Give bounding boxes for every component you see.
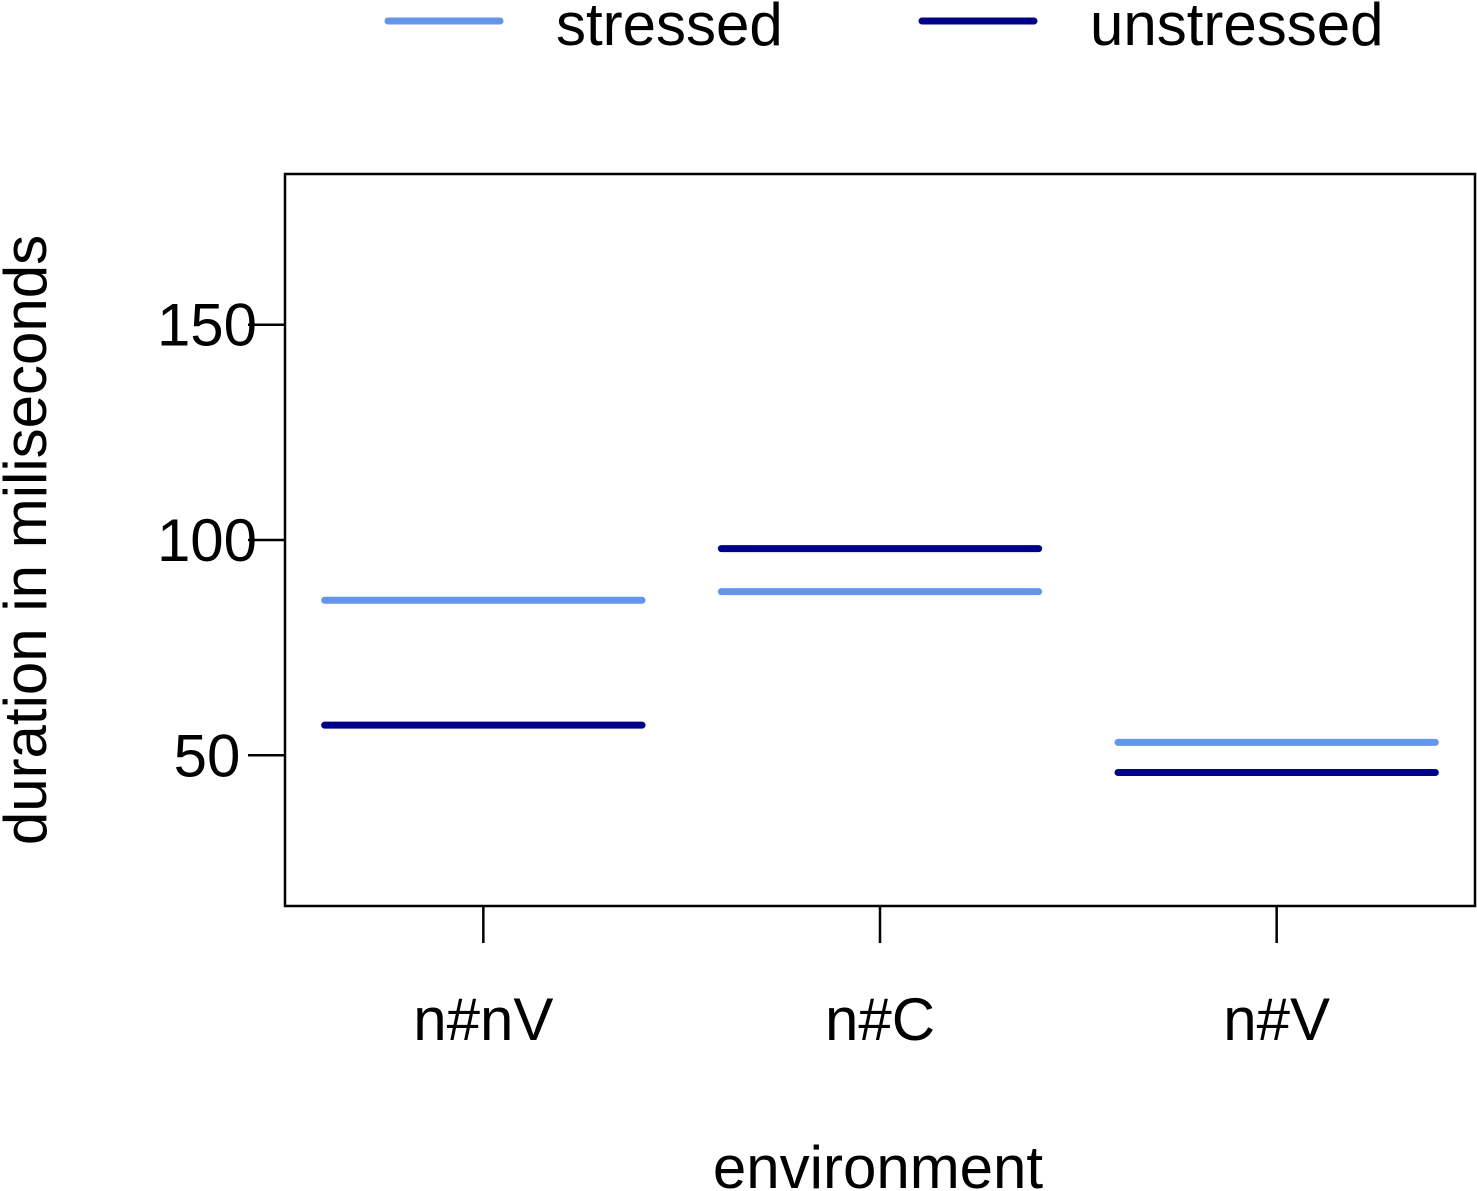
- legend: stressed unstressed: [384, 0, 1384, 58]
- x-tick-label: n#C: [825, 986, 935, 1053]
- y-axis-title: duration in miliseconds: [0, 235, 59, 845]
- legend-label: stressed: [556, 0, 783, 58]
- x-axis-title: environment: [713, 1134, 1044, 1191]
- series-layer: [321, 545, 1439, 777]
- y-tick-label: 100: [157, 507, 257, 574]
- y-tick-label: 150: [157, 292, 257, 359]
- x-tick-label: n#nV: [413, 986, 553, 1053]
- plot-frame: [283, 172, 1477, 908]
- x-tick-label: n#V: [1223, 986, 1330, 1053]
- y-tick-label: 50: [174, 722, 241, 789]
- legend-label: unstressed: [1090, 0, 1384, 58]
- x-axis: n#nV n#C n#V: [413, 906, 1330, 1053]
- y-axis: 50 100 150: [157, 292, 285, 789]
